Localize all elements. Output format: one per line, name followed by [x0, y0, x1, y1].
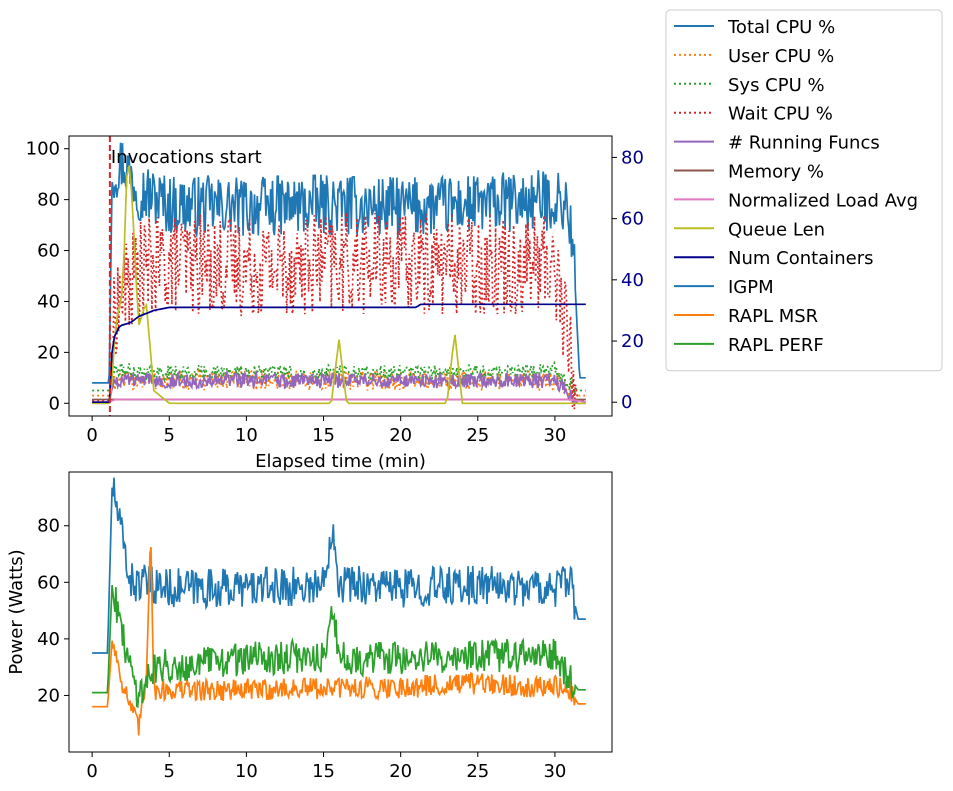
x-tick-label: 0: [86, 761, 97, 782]
legend-entry: Num Containers: [728, 248, 873, 269]
legend-entry: Queue Len: [728, 219, 825, 240]
legend-box: [665, 9, 943, 372]
x-tick-label: 15: [312, 425, 335, 446]
x-tick-label: 10: [235, 761, 258, 782]
legend-entry: Total CPU %: [727, 17, 835, 38]
x-tick-label: 30: [543, 761, 566, 782]
legend-entry: Normalized Load Avg: [728, 190, 918, 211]
plot-area: [92, 142, 586, 410]
series-line-rapl-msr: [92, 546, 586, 736]
series-line-rapl-perf: [92, 585, 586, 709]
y2-tick-label: 20: [621, 331, 644, 352]
x-tick-label: 5: [164, 425, 175, 446]
legend-entry: User CPU %: [728, 46, 834, 67]
y-tick-label: 20: [37, 685, 60, 706]
x-tick-label: 20: [389, 761, 412, 782]
legend-entry: Sys CPU %: [728, 75, 825, 96]
series-line-num-containers: [92, 303, 586, 404]
x-tick-label: 25: [466, 761, 489, 782]
y-tick-label: 40: [37, 291, 60, 312]
y2-tick-label: 60: [621, 209, 644, 230]
axes-frame: [68, 471, 613, 753]
y2-tick-label: 40: [621, 270, 644, 291]
x-tick-label: 5: [164, 761, 175, 782]
y-tick-label: 60: [37, 241, 60, 262]
legend-entry: # Running Funcs: [728, 133, 880, 154]
y-tick-label: 80: [37, 516, 60, 537]
y-tick-label: 60: [37, 572, 60, 593]
y-tick-label: 40: [37, 629, 60, 650]
series-line-igpm: [92, 477, 586, 654]
legend-entry: RAPL MSR: [728, 306, 818, 327]
y-tick-label: 0: [49, 393, 60, 414]
legend-entry: RAPL PERF: [728, 335, 824, 356]
x-tick-label: 10: [235, 425, 258, 446]
series-line-normalized-load-avg: [92, 398, 586, 403]
y-tick-label: 100: [26, 139, 60, 160]
x-tick-label: 30: [543, 425, 566, 446]
x-axis-label: Elapsed time (min): [255, 451, 426, 472]
annotation-label: Invocations start: [111, 147, 262, 168]
x-tick-label: 20: [389, 425, 412, 446]
legend: Total CPU % User CPU % Sys CPU % Wait CPU %…: [665, 9, 943, 372]
series-line-sys-cpu: [92, 360, 586, 394]
y2-tick-label: 80: [621, 147, 644, 168]
chart-2: 0 5 10 15 20 25 30 20 40 60 80 Power (Watts): [6, 471, 613, 782]
y2-tick-label: 0: [621, 392, 632, 413]
y-tick-label: 20: [37, 342, 60, 363]
legend-entry: IGPM: [728, 277, 774, 298]
x-tick-label: 15: [312, 761, 335, 782]
series-line-total-cpu: [92, 142, 586, 384]
legend-entry: Wait CPU %: [728, 104, 833, 125]
y-axis-label: Power (Watts): [6, 549, 27, 674]
series-line-wait-cpu: [92, 212, 586, 410]
plot-area: [92, 477, 586, 736]
chart-1: Invocations start 0 5 10 15 20 25 30 0 20 40 60 80 10…: [26, 135, 644, 472]
x-tick-label: 25: [466, 425, 489, 446]
series-line-queue-len: [92, 165, 586, 405]
x-tick-label: 0: [86, 425, 97, 446]
series-line-running-funcs: [92, 369, 586, 405]
y-tick-label: 80: [37, 190, 60, 211]
axes-frame: [68, 135, 613, 417]
legend-entry: Memory %: [728, 162, 824, 183]
